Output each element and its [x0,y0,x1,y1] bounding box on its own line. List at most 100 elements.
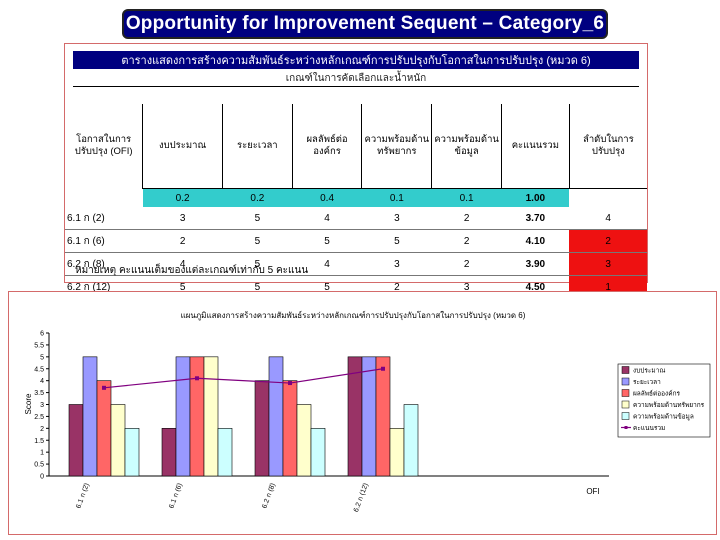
x-tick-label: 6.1 ก (2) [75,482,91,509]
score-cell: 2 [431,252,502,276]
legend-box [617,363,711,438]
legend-swatch [621,400,630,409]
bar [82,356,98,477]
total-cell: 4.10 [501,229,570,253]
chart-panel: แผนภูมิแสดงการสร้างความสัมพันธ์ระหว่างหล… [8,291,717,535]
total-score-point [288,381,292,386]
bar [96,380,112,477]
rank-cell-highlight: 2 [569,229,647,253]
header-org-result: ผลลัพธ์ต่อองค์กร [291,104,362,189]
total-score-point [381,366,385,371]
score-cell: 4 [292,207,362,230]
score-cell: 5 [222,207,293,230]
bar [175,356,191,477]
ofi-cell: 6.2 ก (8) [65,252,143,276]
legend-label: ระยะเวลา [633,379,661,386]
y-tick-label: 3.5 [34,390,44,397]
y-tick-label: 1 [40,450,44,457]
score-cell: 2 [431,229,502,253]
header-rank: ลำดับในการปรับปรุง [568,104,647,189]
weight-total-cell: 1.00 [501,188,570,207]
weight-cell: 0.2 [222,188,293,207]
header-budget: งบประมาณ [142,104,223,189]
weight-cell: 0.1 [431,188,502,207]
y-axis-label: Score [24,393,33,414]
score-cell: 2 [142,229,223,253]
y-tick-label: 4.5 [34,366,44,373]
legend-label: ผลลัพธ์ต่อองค์กร [633,390,681,398]
y-tick-label: 1.5 [34,438,44,445]
table-note: หมายเหตุ คะแนนเต็มของแต่ละเกณฑ์เท่ากับ 5… [75,265,309,276]
legend-swatch [621,412,630,420]
ofi-cell: 6.1 ก (6) [65,229,143,253]
bar [403,404,419,477]
y-tick-label: 4 [40,378,44,385]
bar [189,356,205,477]
y-tick-label: 3 [40,402,44,409]
y-tick-label: 0.5 [34,462,44,469]
header-resource-readiness: ความพร้อมด้านทรัพยากร [361,104,432,189]
legend-label: ความพร้อมด้านทรัพยากร [633,401,705,409]
header-ofi: โอกาสในการปรับปรุง (OFI) [74,134,133,158]
score-table-panel: ตารางแสดงการสร้างความสัมพันธ์ระหว่างหลัก… [64,43,648,299]
bar [68,404,84,477]
weight-rank-blank [569,189,647,208]
total-score-point [102,385,106,390]
rank-cell: 4 [569,207,647,230]
legend-swatch [621,389,630,397]
score-cell: 5 [222,252,293,276]
bar [282,380,298,477]
total-score-point [195,376,199,381]
weight-row: 0.2 0.2 0.4 0.1 0.1 1.00 [65,188,647,208]
bar [203,356,219,477]
score-cell: 5 [361,229,432,253]
score-cell: 5 [292,229,362,253]
score-cell: 4 [142,252,223,276]
score-cell: 3 [142,207,223,230]
bar [254,380,270,477]
legend-swatch [621,366,630,374]
table-header-row: โอกาสในการปรับปรุง (OFI) งบประมาณ ระยะเว… [65,104,647,189]
y-tick-label: 2.5 [34,414,44,421]
y-tick-label: 5.5 [34,342,44,349]
bar [161,428,177,477]
weight-label-blank [65,189,143,208]
slide-title: Opportunity for Improvement Sequent – Ca… [122,9,608,39]
total-cell: 3.70 [501,207,570,230]
bar [217,428,233,477]
chart-title: แผนภูมิแสดงการสร้างความสัมพันธ์ระหว่างหล… [181,310,526,321]
bar [110,404,126,477]
table-row: 6.2 ก (8) 4 5 4 3 2 3.90 3 [65,252,647,276]
legend-label: ความพร้อมด้านข้อมูล [633,413,694,421]
score-table: โอกาสในการปรับปรุง (OFI) งบประมาณ ระยะเว… [65,104,647,299]
table-row: 6.1 ก (6) 2 5 5 5 2 4.10 2 [65,229,647,253]
header-total-score: คะแนนรวม [500,104,570,189]
y-tick-label: 0 [40,474,44,481]
score-cell: 4 [292,252,362,276]
bar [124,428,140,477]
criteria-header: เกณฑ์ในการคัดเลือกและน้ำหนัก [73,70,639,87]
table-title: ตารางแสดงการสร้างความสัมพันธ์ระหว่างหลัก… [73,51,639,69]
legend-label: คะแนนรวม [633,425,665,432]
header-data-readiness: ความพร้อมด้านข้อมูล [431,104,502,189]
bar [389,428,405,477]
y-tick-label: 5 [40,354,44,361]
score-cell: 3 [361,207,432,230]
x-tick-label: 6.1 ก (6) [168,482,184,509]
y-tick-label: 2 [40,426,44,433]
bar [310,428,326,477]
total-cell: 3.90 [501,252,570,276]
bar-chart: แผนภูมิแสดงการสร้างความสัมพันธ์ระหว่างหล… [24,310,711,513]
bar [361,356,377,477]
legend-line-marker [624,426,628,429]
table-row: 6.1 ก (2) 3 5 4 3 2 3.70 4 [65,207,647,230]
weight-cell: 0.2 [142,188,223,207]
bar [296,404,312,477]
score-cell: 2 [431,207,502,230]
y-tick-label: 6 [40,331,44,338]
x-tick-label: 6.2 ก (8) [261,482,277,509]
weight-cell: 0.1 [361,188,432,207]
header-duration: ระยะเวลา [222,104,293,189]
bar [268,356,284,477]
x-axis-label: OFI [586,487,599,496]
